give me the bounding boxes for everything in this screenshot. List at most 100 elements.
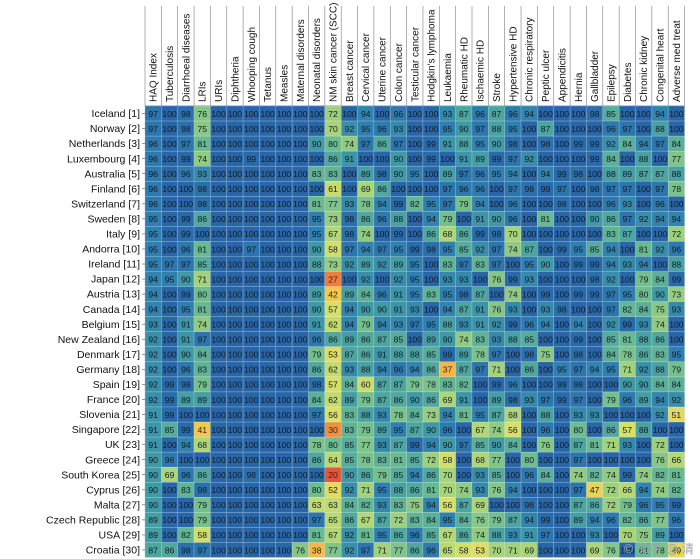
cell-value: 93 [590,530,600,540]
cell-value: 94 [573,320,583,330]
cell-value: 100 [211,410,226,420]
cell-value: 100 [211,500,226,510]
cell-value: 84 [639,304,649,314]
cell-value: 57 [623,425,633,435]
cell-value: 100 [457,455,472,465]
cell-value: 100 [571,304,586,314]
cell-value: 100 [228,139,243,149]
cell-value: 86 [606,214,616,224]
cell-value: 72 [606,485,616,495]
cell-value: 98 [197,184,207,194]
cell-value: 95 [557,365,567,375]
cell-value: 100 [277,139,292,149]
row-label: Austria [13] [87,289,140,301]
cell-value: 100 [457,425,472,435]
cell-value: 79 [672,365,682,375]
cell-value: 91 [443,139,453,149]
cell-value: 92 [148,350,158,360]
cell-value: 97 [459,259,469,269]
cell-value: 70 [443,485,453,495]
cell-value: 100 [473,380,488,390]
cell-value: 92 [394,274,404,284]
cell-value: 100 [260,530,275,540]
column-label: Maternal disorders [296,19,307,102]
cell-value: 65 [443,545,453,555]
cell-value: 69 [165,470,175,480]
cell-value: 100 [293,365,308,375]
cell-value: 100 [653,229,668,239]
row-label: USA [29] [99,530,141,542]
cell-value: 100 [228,380,243,390]
row-labels: Iceland [1] Norway [2] Netherlands [3] Luxe… [46,108,145,557]
cell-value: 79 [312,350,322,360]
row-label: Norway [2] [90,123,140,135]
cell-value: 89 [345,289,355,299]
cell-value: 93 [508,304,518,314]
cell-value: 100 [277,124,292,134]
cell-value: 100 [587,335,602,345]
cell-value: 100 [244,485,259,495]
cell-value: 90 [623,380,633,390]
cell-value: 100 [555,335,570,345]
cell-value: 99 [590,289,600,299]
cell-value: 86 [361,350,371,360]
cell-value: 81 [312,199,322,209]
cell-value: 79 [361,395,371,405]
cell-value: 100 [260,515,275,525]
cell-value: 87 [148,545,158,555]
cell-value: 99 [672,274,682,284]
cell-value: 84 [606,154,616,164]
cell-value: 100 [162,485,177,495]
cell-value: 82 [459,380,469,390]
cell-value: 64 [328,455,338,465]
cell-value: 100 [473,395,488,405]
cell-value: 72 [328,109,338,119]
cell-value: 83 [345,425,355,435]
cell-value: 58 [459,545,469,555]
cell-value: 82 [590,470,600,480]
cell-value: 100 [244,515,259,525]
cell-value: 74 [197,154,207,164]
cell-value: 89 [443,169,453,179]
cell-value: 100 [506,470,521,480]
cell-value: 92 [345,259,355,269]
cell-value: 78 [312,440,322,450]
cell-value: 100 [211,289,226,299]
cell-value: 89 [492,395,502,405]
cell-value: 100 [277,410,292,420]
cell-value: 82 [672,485,682,495]
cell-value: 81 [459,410,469,420]
cell-value: 96 [148,154,158,164]
cell-value: 86 [377,139,387,149]
cell-value: 97 [541,395,551,405]
cell-value: 97 [508,184,518,194]
cell-value: 100 [228,274,243,284]
cell-value: 93 [672,304,682,314]
cell-value: 100 [260,274,275,284]
cell-value: 100 [179,410,194,420]
cell-value: 100 [211,440,226,450]
cell-value: 100 [162,365,177,375]
cell-value: 100 [260,109,275,119]
cell-value: 96 [394,365,404,375]
cell-value: 96 [148,199,158,209]
cell-value: 100 [604,410,619,420]
cell-value: 86 [197,470,207,480]
cell-value: 100 [277,320,292,330]
cell-value: 93 [345,199,355,209]
cell-value: 100 [260,320,275,330]
cell-value: 100 [195,455,210,465]
cell-value: 99 [410,440,420,450]
cell-value: 100 [228,395,243,405]
cell-value: 58 [328,244,338,254]
cell-value: 77 [328,199,338,209]
cell-value: 96 [606,199,616,209]
cell-value: 100 [211,335,226,345]
cell-value: 100 [538,380,553,390]
cell-value: 100 [211,124,226,134]
cell-value: 90 [639,380,649,390]
cell-value: 100 [555,440,570,450]
cell-value: 100 [244,500,259,510]
column-label: Peptic ulcer [541,49,552,102]
cell-value: 85 [590,244,600,254]
